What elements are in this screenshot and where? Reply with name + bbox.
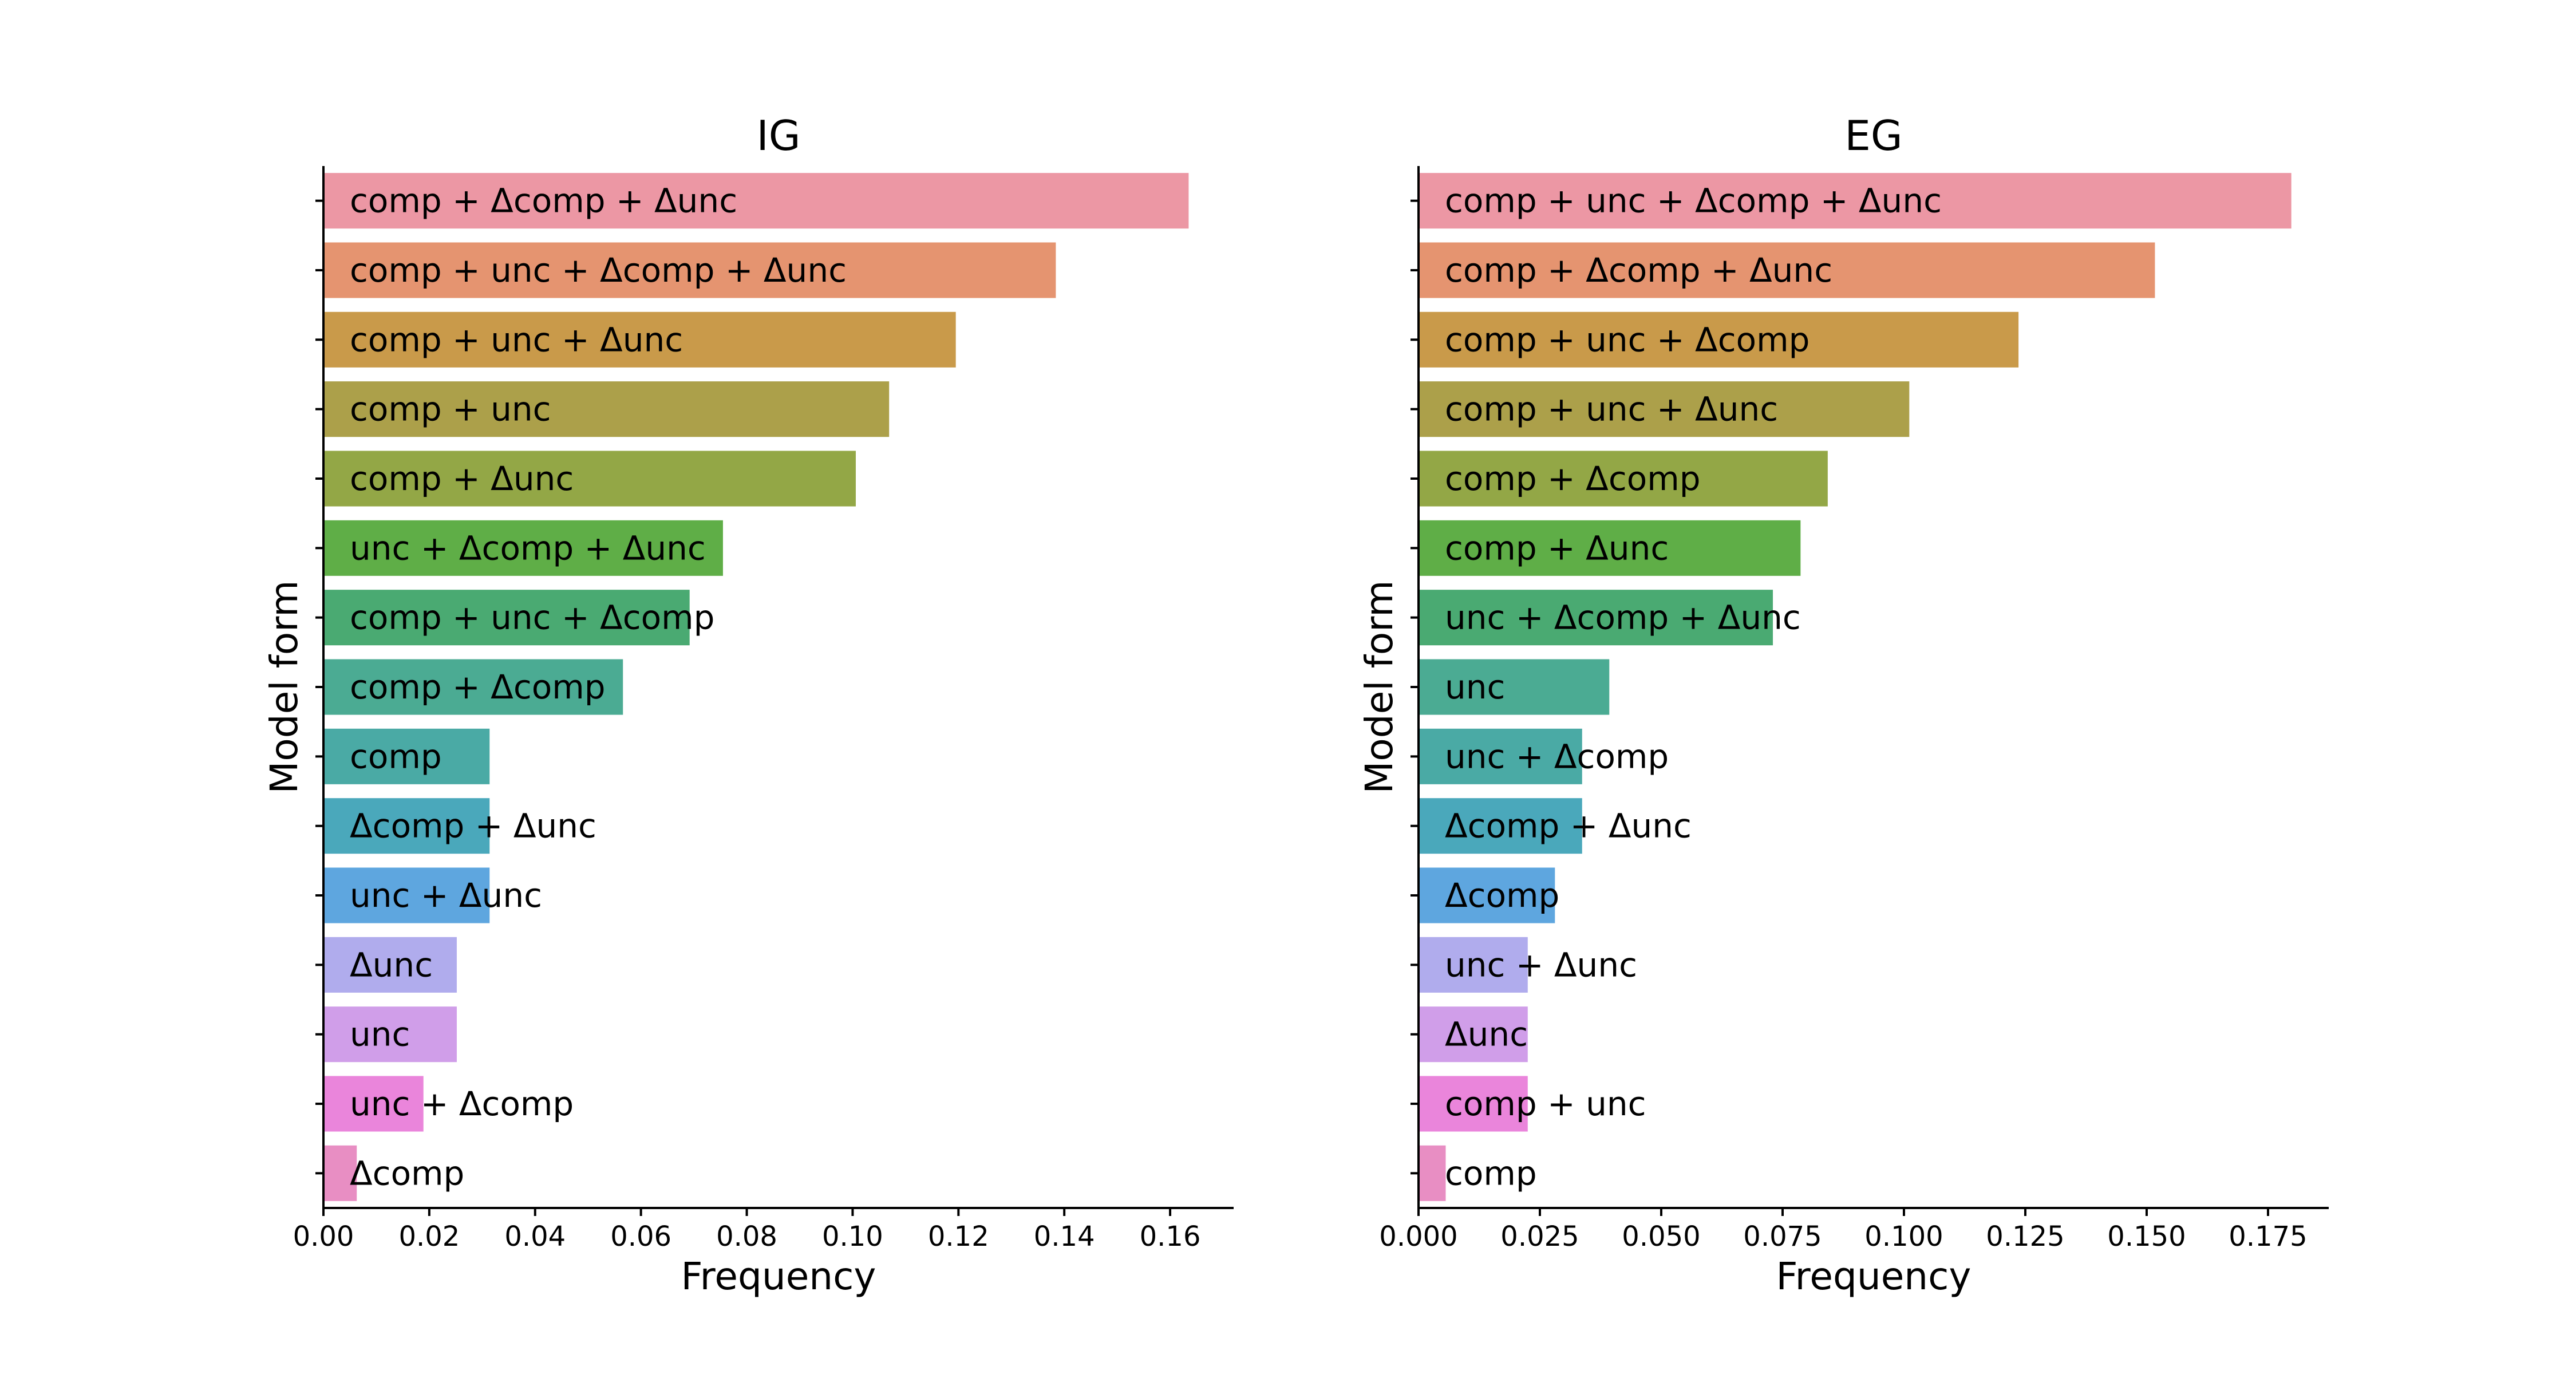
bar [1419, 659, 1610, 715]
x-tick-label: 0.025 [1500, 1221, 1579, 1253]
x-tick-label: 0.04 [504, 1221, 566, 1253]
bar [1419, 1076, 1528, 1132]
chart-eg: comp + unc + Δcomp + Δunc comp + Δcomp + … [1357, 112, 2329, 1298]
x-tick-label: 0.000 [1379, 1221, 1457, 1253]
bar-label: comp + unc + Δunc [1445, 390, 1778, 429]
bar-label: comp [350, 737, 442, 776]
y-axis-label: Model form [1357, 580, 1401, 793]
bar [1419, 242, 2155, 298]
bar-label: comp + Δunc [350, 459, 574, 498]
bar [323, 311, 956, 368]
chart-title: IG [756, 112, 800, 160]
bar-label: Δunc [350, 945, 433, 984]
bar-label: Δcomp + Δunc [1445, 807, 1692, 846]
bar-label: Δunc [1445, 1015, 1528, 1054]
bar [323, 659, 623, 715]
x-tick-label: 0.06 [610, 1221, 671, 1253]
x-tick-label: 0.150 [2107, 1221, 2186, 1253]
bar-label: unc + Δcomp + Δunc [1445, 598, 1801, 637]
bar-label: comp + unc + Δcomp + Δunc [350, 251, 847, 290]
bar-label: unc + Δcomp + Δunc [350, 528, 706, 567]
bar [1419, 381, 1910, 437]
bar-label: unc + Δunc [350, 876, 542, 915]
bar [323, 1145, 357, 1201]
bar [1419, 1145, 1446, 1201]
bar [1419, 311, 2019, 368]
chart-ig: comp + Δcomp + Δunc comp + unc + Δcomp + … [262, 112, 1234, 1298]
bar-label: comp [1445, 1154, 1537, 1193]
bar [1419, 798, 1582, 854]
bar-label: Δcomp + Δunc [350, 807, 596, 846]
x-axis-label: Frequency [681, 1254, 876, 1298]
bar [323, 798, 490, 854]
x-tick-label: 0.12 [928, 1221, 989, 1253]
bar-label: Δcomp [1445, 876, 1559, 915]
bar-label: comp + unc [1445, 1084, 1646, 1123]
x-tick-label: 0.14 [1034, 1221, 1095, 1253]
x-tick-label: 0.050 [1622, 1221, 1700, 1253]
x-tick-label: 0.175 [2229, 1221, 2307, 1253]
bar [323, 381, 890, 437]
x-tick-label: 0.125 [1986, 1221, 2064, 1253]
bar-label: comp + unc + Δunc [350, 320, 683, 359]
bar [1419, 173, 2291, 229]
bar [323, 1076, 424, 1132]
bar-label: comp + unc + Δcomp + Δunc [1445, 181, 1942, 220]
x-tick-label: 0.02 [398, 1221, 460, 1253]
bar [323, 242, 1056, 298]
bar-label: comp + unc + Δcomp [350, 598, 714, 637]
bar [1419, 867, 1555, 923]
bar-label: comp + Δcomp + Δunc [1445, 251, 1832, 290]
bar-label: unc + Δunc [1445, 945, 1637, 984]
bar [1419, 520, 1801, 576]
x-tick-label: 0.16 [1140, 1221, 1201, 1253]
bar-label: Δcomp [350, 1154, 464, 1193]
bar-label: comp + unc + Δcomp [1445, 320, 1809, 359]
x-tick-label: 0.075 [1743, 1221, 1822, 1253]
x-tick-label: 0.08 [716, 1221, 777, 1253]
bar [323, 590, 690, 646]
bar-label: comp + Δcomp [350, 668, 606, 706]
bar [1419, 590, 1773, 646]
bar [323, 1006, 457, 1063]
bar [323, 451, 856, 507]
bar-label: unc + Δcomp [350, 1084, 574, 1123]
bar-label: unc [1445, 668, 1505, 706]
bar-label: comp + Δunc [1445, 528, 1669, 567]
bar [1419, 451, 1828, 507]
bar [323, 520, 723, 576]
x-tick-label: 0.10 [822, 1221, 883, 1253]
bar [1419, 1006, 1528, 1063]
bar [323, 867, 490, 923]
bar-label: comp + unc [350, 390, 551, 429]
y-axis-label: Model form [262, 580, 306, 793]
bar [323, 937, 457, 993]
bar-label: comp + Δcomp [1445, 459, 1701, 498]
bar [1419, 937, 1528, 993]
x-tick-label: 0.00 [293, 1221, 354, 1253]
x-axis-label: Frequency [1776, 1254, 1971, 1298]
bar-label: unc [350, 1015, 410, 1054]
bar [323, 728, 490, 784]
chart-title: EG [1844, 112, 1902, 160]
bar [323, 173, 1189, 229]
x-tick-label: 0.100 [1864, 1221, 1943, 1253]
bar-label: unc + Δcomp [1445, 737, 1669, 776]
bar [1419, 728, 1582, 784]
bar-label: comp + Δcomp + Δunc [350, 181, 737, 220]
